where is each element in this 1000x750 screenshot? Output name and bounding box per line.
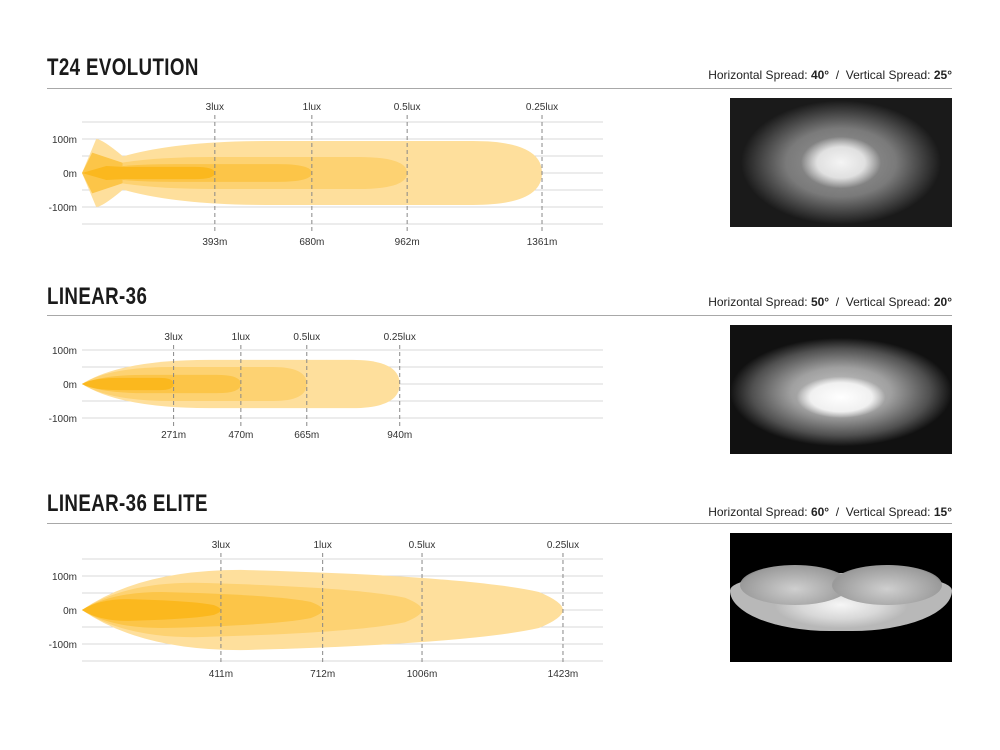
y-tick-label: 100m <box>52 135 77 146</box>
distance-label: 1361m <box>527 237 558 248</box>
v-spread-label: Vertical Spread: <box>845 295 931 309</box>
lux-label: 3lux <box>206 102 224 113</box>
product-title: LINEAR-36 ELITE <box>47 490 208 517</box>
lux-label: 0.5lux <box>293 332 320 343</box>
h-spread-value: 60° <box>810 505 830 519</box>
distance-label: 411m <box>209 669 233 680</box>
beam-chart-linear36-elite: 100m 0m -100m 0.25lux 1423m 0.5lux 1006m 1lux 71… <box>49 540 603 680</box>
y-tick-label: 100m <box>52 572 77 583</box>
lux-label: 1lux <box>232 332 250 343</box>
distance-label: 1423m <box>548 669 579 680</box>
lux-label: 3lux <box>164 332 182 343</box>
distance-label: 1006m <box>407 669 438 680</box>
beam-lobe <box>832 565 942 605</box>
spread-info: Horizontal Spread: 50° / Vertical Spread… <box>708 295 952 309</box>
separator: / <box>835 68 840 82</box>
lux-label: 0.25lux <box>547 540 579 551</box>
product-title: T24 EVOLUTION <box>47 54 199 81</box>
lux-label: 3lux <box>212 540 230 551</box>
h-spread-value: 40° <box>810 68 830 82</box>
lux-label: 0.25lux <box>526 102 558 113</box>
y-tick-label: 100m <box>52 346 77 357</box>
y-tick-label: 0m <box>63 169 77 180</box>
lux-label: 1lux <box>313 540 331 551</box>
divider <box>47 523 952 524</box>
separator: / <box>835 295 840 309</box>
beam-photo-linear36-elite <box>730 533 952 662</box>
product-title: LINEAR-36 <box>47 283 148 310</box>
beam-photo-linear36 <box>730 325 952 454</box>
spread-info: Horizontal Spread: 40° / Vertical Spread… <box>708 68 952 82</box>
y-tick-label: -100m <box>49 203 77 214</box>
h-spread-label: Horizontal Spread: <box>708 68 808 82</box>
beam-zone-3lux <box>82 599 221 621</box>
h-spread-value: 50° <box>810 295 830 309</box>
v-spread-label: Vertical Spread: <box>845 505 931 519</box>
spread-info: Horizontal Spread: 60° / Vertical Spread… <box>708 505 952 519</box>
beam-lobe <box>740 565 850 605</box>
distance-label: 962m <box>395 237 420 248</box>
near-field-hotspot <box>82 166 143 180</box>
v-spread-label: Vertical Spread: <box>845 68 931 82</box>
beam-zone-3lux <box>82 377 174 391</box>
distance-label: 712m <box>310 669 335 680</box>
distance-label: 940m <box>387 430 412 441</box>
y-tick-label: 0m <box>63 606 77 617</box>
h-spread-label: Horizontal Spread: <box>708 505 808 519</box>
distance-label: 271m <box>161 430 186 441</box>
h-spread-label: Horizontal Spread: <box>708 295 808 309</box>
beam-chart-linear36: 100m 0m -100m 0.25lux 940m 0.5lux 665m 1lux 470m… <box>49 332 603 441</box>
v-spread-value: 20° <box>933 295 952 309</box>
v-spread-value: 15° <box>933 505 952 519</box>
distance-label: 470m <box>228 430 253 441</box>
beam-chart-t24: 100m 0m -100m 0.25lux 1361m 0.5lux 962m 1lux 680… <box>49 102 603 248</box>
lux-label: 0.5lux <box>394 102 421 113</box>
y-tick-label: 0m <box>63 380 77 391</box>
lux-label: 0.25lux <box>384 332 416 343</box>
divider <box>47 315 952 316</box>
y-tick-label: -100m <box>49 414 77 425</box>
distance-label: 393m <box>202 237 227 248</box>
lux-label: 1lux <box>303 102 321 113</box>
distance-label: 665m <box>294 430 319 441</box>
beam-photo-t24 <box>730 98 952 227</box>
distance-label: 680m <box>299 237 324 248</box>
divider <box>47 88 952 89</box>
y-tick-label: -100m <box>49 640 77 651</box>
lux-label: 0.5lux <box>409 540 436 551</box>
v-spread-value: 25° <box>933 68 952 82</box>
separator: / <box>835 505 840 519</box>
